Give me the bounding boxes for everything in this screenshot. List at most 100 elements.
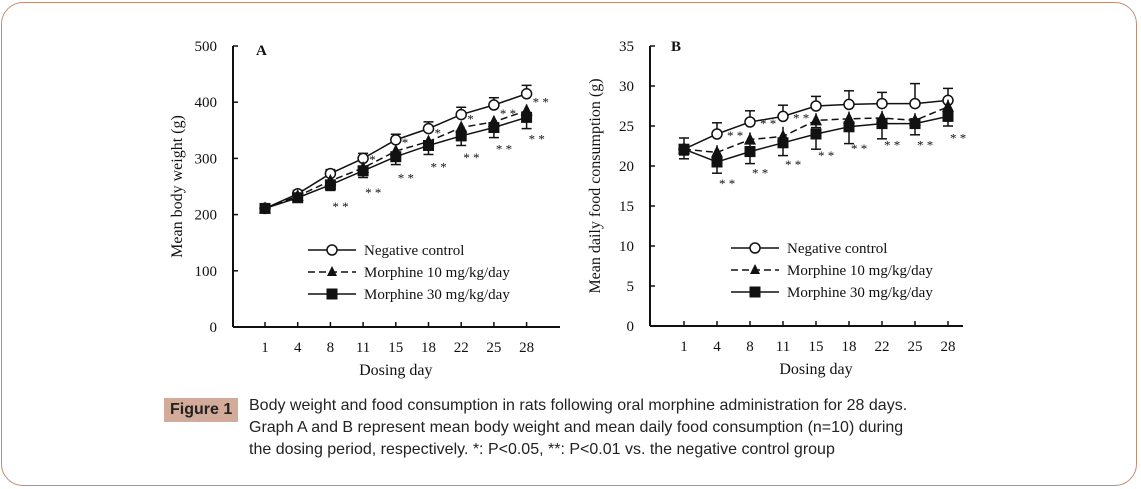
y-tick-label: 0 — [627, 319, 635, 335]
x-tick-label: 1 — [261, 340, 269, 356]
x-tick-label: 28 — [519, 340, 534, 356]
significance-marker: * * — [785, 157, 801, 172]
data-point — [843, 98, 855, 111]
data-point — [810, 113, 822, 126]
x-tick-label: 15 — [809, 339, 824, 355]
data-point — [521, 111, 533, 123]
significance-marker: * * — [793, 110, 809, 125]
y-tick-label: 300 — [195, 151, 218, 167]
legend-item: Morphine 10 mg/kg/day — [731, 263, 933, 279]
significance-marker: * * — [917, 138, 933, 153]
significance-marker: * * — [529, 131, 545, 146]
figure-label: Figure 1 — [164, 398, 239, 422]
data-point — [455, 130, 467, 142]
significance-marker: * * — [719, 176, 735, 191]
x-tick-label: 18 — [842, 339, 857, 355]
legend-label: Morphine 30 mg/kg/day — [364, 287, 510, 303]
legend-label: Negative control — [364, 243, 464, 259]
panel-label: B — [671, 39, 681, 55]
legend-marker — [749, 242, 761, 254]
significance-marker: * * — [851, 141, 867, 156]
data-point — [744, 116, 756, 128]
significance-marker: * * — [332, 199, 348, 214]
y-axis-label: Mean body weight (g) — [169, 115, 186, 258]
x-tick-label: 25 — [486, 340, 501, 356]
legend-label: Morphine 10 mg/kg/day — [787, 263, 933, 279]
y-tick-label: 5 — [627, 279, 635, 295]
panel-label: A — [256, 43, 267, 59]
data-point — [843, 121, 855, 133]
x-tick-label: 15 — [388, 340, 403, 356]
data-point — [678, 143, 690, 155]
y-tick-label: 10 — [619, 239, 634, 255]
y-tick-label: 0 — [210, 320, 218, 336]
y-tick-label: 200 — [195, 208, 218, 224]
data-point — [292, 192, 304, 204]
y-tick-label: 35 — [619, 39, 634, 55]
x-tick-label: 25 — [908, 339, 923, 355]
legend-marker — [749, 286, 761, 298]
x-tick-label: 4 — [294, 340, 302, 356]
data-point — [810, 128, 822, 140]
significance-marker: * — [435, 126, 442, 141]
legend-item: Morphine 30 mg/kg/day — [731, 285, 933, 301]
caption-text: Body weight and food consumption in rats… — [249, 395, 969, 461]
significance-marker: * * — [500, 106, 516, 121]
y-tick-label: 15 — [619, 199, 634, 215]
significance-marker: * — [402, 135, 409, 150]
significance-marker: * * — [365, 185, 381, 200]
data-point — [777, 110, 789, 123]
data-point — [455, 120, 468, 133]
data-point — [909, 97, 921, 110]
data-point — [744, 132, 756, 145]
legend-label: Negative control — [787, 241, 887, 257]
x-tick-label: 1 — [680, 339, 688, 355]
data-point — [357, 165, 369, 177]
data-point — [777, 137, 789, 149]
legend-label: Morphine 30 mg/kg/day — [787, 285, 933, 301]
x-tick-label: 11 — [776, 339, 790, 355]
data-point — [488, 99, 500, 111]
data-point — [488, 121, 500, 133]
legend-item: Morphine 30 mg/kg/day — [308, 287, 510, 303]
significance-marker: * * — [884, 138, 900, 153]
x-axis-label: Dosing day — [779, 361, 852, 378]
significance-marker: * * — [431, 159, 447, 174]
significance-marker: * * — [496, 141, 512, 156]
x-axis-label: Dosing day — [359, 362, 432, 379]
legend-item: Negative control — [731, 241, 887, 257]
data-point — [744, 146, 756, 158]
series-negative-control — [678, 82, 954, 155]
data-point — [942, 99, 954, 112]
chart-panel-b: 0 5 10 15 20 25 30 35 1 4 8 11 15 18 22 25 28 Dosing day M… — [587, 39, 966, 378]
data-point — [259, 202, 271, 214]
data-point — [455, 108, 467, 121]
x-tick-label: 11 — [356, 340, 370, 356]
significance-marker: * * — [950, 130, 966, 145]
y-tick-label: 20 — [619, 159, 634, 175]
significance-marker: * * — [727, 128, 743, 143]
significance-marker: * * — [752, 166, 768, 181]
x-tick-label: 18 — [421, 340, 436, 356]
legend-item: Negative control — [308, 243, 464, 259]
y-tick-label: 30 — [619, 79, 634, 95]
data-point — [324, 179, 336, 191]
legend-marker — [327, 266, 337, 276]
y-tick-label: 400 — [195, 95, 218, 111]
legend-label: Morphine 10 mg/kg/day — [364, 265, 510, 281]
caption-line-3: the dosing period, respectively. *: P<0.… — [249, 441, 835, 458]
data-point — [711, 156, 723, 168]
data-point — [390, 134, 402, 146]
legend-item: Morphine 10 mg/kg/day — [308, 265, 510, 281]
data-point — [390, 151, 402, 163]
legend: Negative control Morphine 10 mg/kg/day Mor… — [308, 243, 510, 303]
significance-marker: * * — [818, 148, 834, 163]
caption-line-2: Graph A and B represent mean body weight… — [249, 419, 904, 436]
data-point — [942, 110, 954, 122]
y-tick-label: 500 — [195, 39, 218, 55]
significance-marker: * — [369, 152, 376, 167]
significance-marker: * — [467, 111, 474, 126]
x-tick-label: 8 — [746, 339, 754, 355]
